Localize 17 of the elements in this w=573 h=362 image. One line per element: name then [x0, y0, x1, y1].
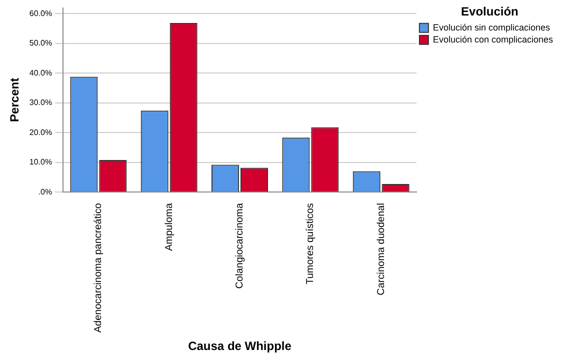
y-tick-label: 40.0% — [29, 68, 52, 78]
legend-label: Evolución con complicaciones — [432, 34, 554, 44]
x-tick-label: Colangiocarcinoma — [234, 202, 246, 289]
y-tick-label: 10.0% — [29, 158, 52, 167]
y-tick-label: .0% — [38, 187, 52, 196]
legend-label: Evolución sin complicaciones — [432, 22, 550, 32]
x-tick-label: Carcinoma duodenal — [376, 203, 387, 296]
x-tick-label: Ampuloma — [164, 202, 175, 251]
x-axis-title: Causa de Whipple — [188, 339, 292, 354]
legend-title: Evolución — [461, 4, 518, 18]
y-tick-label: 50.0% — [29, 38, 52, 48]
x-tick-label: Adenocarcinoma pancreático — [93, 202, 104, 333]
y-tick-label: 60.0% — [29, 8, 52, 18]
x-tick-label: Tumores quísticos — [305, 203, 316, 284]
y-tick-label: 20.0% — [29, 128, 52, 137]
y-tick-label: 30.0% — [29, 98, 52, 108]
y-axis-title: Percent — [8, 78, 22, 122]
